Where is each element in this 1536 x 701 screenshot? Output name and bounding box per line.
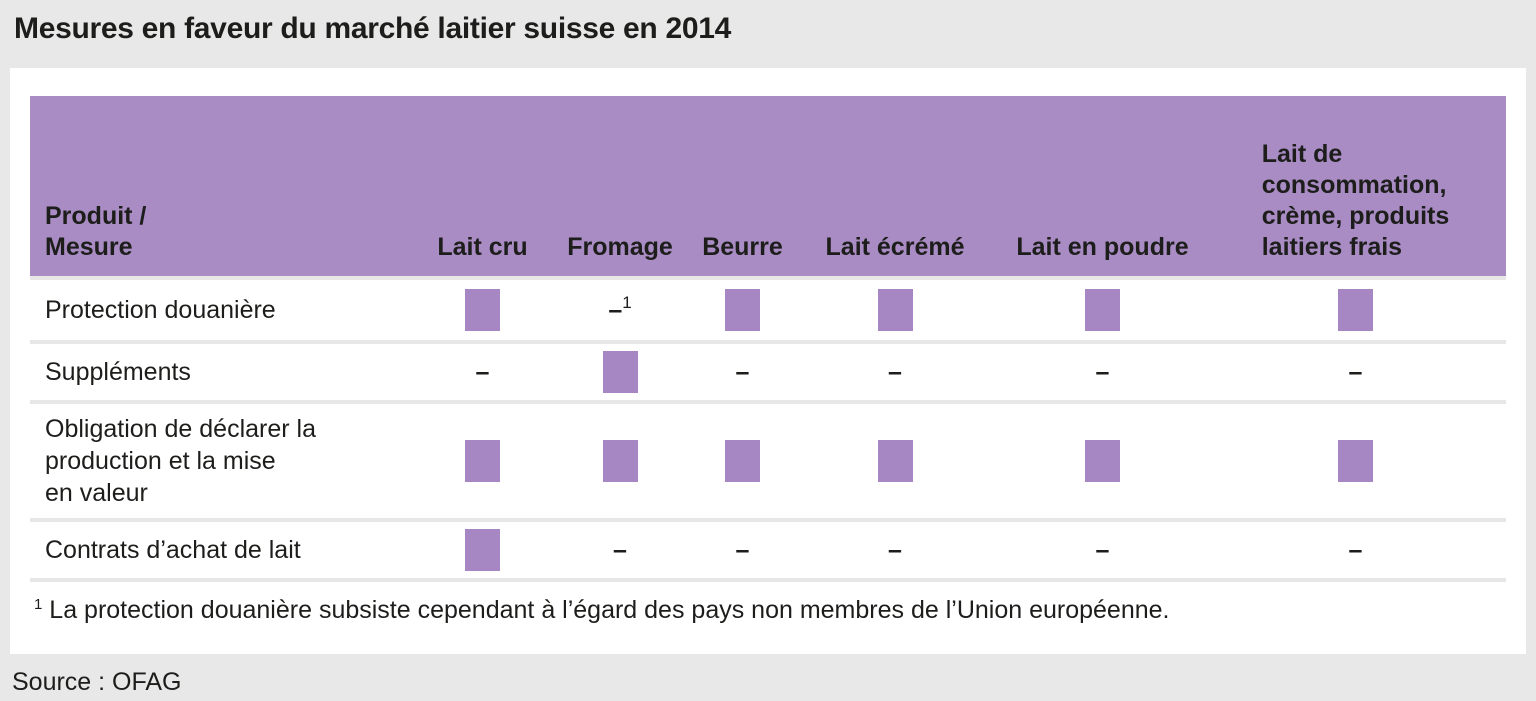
measures-table: Produit / Mesure Lait cru Fromage Beurre Lai… bbox=[30, 96, 1506, 647]
page-title: Mesures en faveur du marché laitier suis… bbox=[14, 12, 732, 45]
row-label: Obligation de déclarer la production et … bbox=[45, 415, 316, 507]
column-header: Lait écrémé bbox=[790, 96, 1000, 276]
value-cell: – bbox=[695, 357, 790, 386]
value-cell bbox=[545, 440, 695, 482]
measure-applies-square-icon bbox=[1338, 440, 1373, 482]
measure-applies-square-icon bbox=[1338, 289, 1373, 331]
column-header-label: Produit / Mesure bbox=[45, 202, 147, 261]
table-row: Obligation de déclarer la production et … bbox=[30, 404, 1506, 518]
column-header: Lait de consommation, crème, produits la… bbox=[1205, 96, 1506, 276]
table-header-row: Produit / Mesure Lait cru Fromage Beurre Lai… bbox=[30, 96, 1506, 276]
not-applicable-dash: – bbox=[1095, 535, 1110, 564]
value-cell bbox=[420, 289, 545, 331]
value-cell bbox=[545, 351, 695, 393]
not-applicable-dash: – bbox=[1348, 357, 1363, 386]
column-header: Lait cru bbox=[420, 96, 545, 276]
not-applicable-dash: – bbox=[735, 357, 750, 386]
measure-applies-square-icon bbox=[465, 529, 500, 571]
content-panel: Produit / Mesure Lait cru Fromage Beurre Lai… bbox=[10, 68, 1526, 654]
column-header-label: Lait écrémé bbox=[825, 233, 965, 261]
measure-applies-square-icon bbox=[877, 440, 913, 482]
not-applicable-dash: – bbox=[1348, 535, 1363, 564]
table-row: Protection douanière –1 bbox=[30, 280, 1506, 340]
measure-applies-square-icon bbox=[1085, 440, 1120, 482]
footnote-text: La protection douanière subsiste cependa… bbox=[49, 596, 1170, 624]
value-cell bbox=[695, 289, 790, 331]
not-applicable-dash: – bbox=[888, 357, 902, 386]
value-cell: – bbox=[1205, 357, 1506, 386]
value-cell bbox=[695, 440, 790, 482]
column-header-label: Fromage bbox=[567, 233, 673, 261]
footnote-marker: 1 bbox=[34, 596, 43, 613]
not-applicable-dash: –1 bbox=[608, 292, 632, 324]
measure-applies-square-icon bbox=[465, 440, 500, 482]
table-row: Contrats d’achat de lait – – – – – bbox=[30, 522, 1506, 578]
value-cell bbox=[790, 440, 1000, 482]
row-label: Contrats d’achat de lait bbox=[45, 536, 301, 564]
measure-applies-square-icon bbox=[725, 440, 760, 482]
value-cell: – bbox=[1000, 357, 1205, 386]
footnote-ref: 1 bbox=[622, 292, 632, 312]
value-cell bbox=[1000, 289, 1205, 331]
value-cell: –1 bbox=[545, 292, 695, 324]
value-cell: – bbox=[790, 357, 1000, 386]
value-cell: – bbox=[1000, 535, 1205, 564]
column-header-label: Lait cru bbox=[437, 233, 528, 261]
column-header-label: Lait en poudre bbox=[1016, 233, 1189, 261]
measure-applies-square-icon bbox=[602, 351, 638, 393]
column-header: Fromage bbox=[545, 96, 695, 276]
value-cell: – bbox=[545, 535, 695, 564]
measure-applies-square-icon bbox=[877, 289, 913, 331]
column-header: Lait en poudre bbox=[1000, 96, 1205, 276]
value-cell bbox=[1205, 289, 1506, 331]
not-applicable-dash: – bbox=[1095, 357, 1110, 386]
row-label: Protection douanière bbox=[45, 296, 276, 324]
value-cell bbox=[1205, 440, 1506, 482]
value-cell: – bbox=[695, 535, 790, 564]
measure-applies-square-icon bbox=[1085, 289, 1120, 331]
source-label: Source : OFAG bbox=[12, 668, 182, 696]
not-applicable-dash: – bbox=[475, 357, 490, 386]
not-applicable-dash: – bbox=[888, 535, 902, 564]
column-header: Beurre bbox=[695, 96, 790, 276]
measure-applies-square-icon bbox=[725, 289, 760, 331]
measure-applies-square-icon bbox=[602, 440, 638, 482]
footnote: 1 La protection douanière subsiste cepen… bbox=[30, 582, 1506, 647]
value-cell: – bbox=[420, 357, 545, 386]
value-cell bbox=[420, 529, 545, 571]
column-header-label: Beurre bbox=[702, 233, 783, 261]
row-label: Suppléments bbox=[45, 358, 191, 386]
not-applicable-dash: – bbox=[613, 535, 627, 564]
measure-applies-square-icon bbox=[465, 289, 500, 331]
column-header-label: Lait de consommation, crème, produits la… bbox=[1261, 140, 1450, 261]
not-applicable-dash: – bbox=[735, 535, 750, 564]
value-cell bbox=[420, 440, 545, 482]
value-cell: – bbox=[790, 535, 1000, 564]
column-header: Produit / Mesure bbox=[30, 96, 420, 276]
value-cell bbox=[790, 289, 1000, 331]
table-row: Suppléments – – – – – bbox=[30, 344, 1506, 400]
value-cell bbox=[1000, 440, 1205, 482]
value-cell: – bbox=[1205, 535, 1506, 564]
